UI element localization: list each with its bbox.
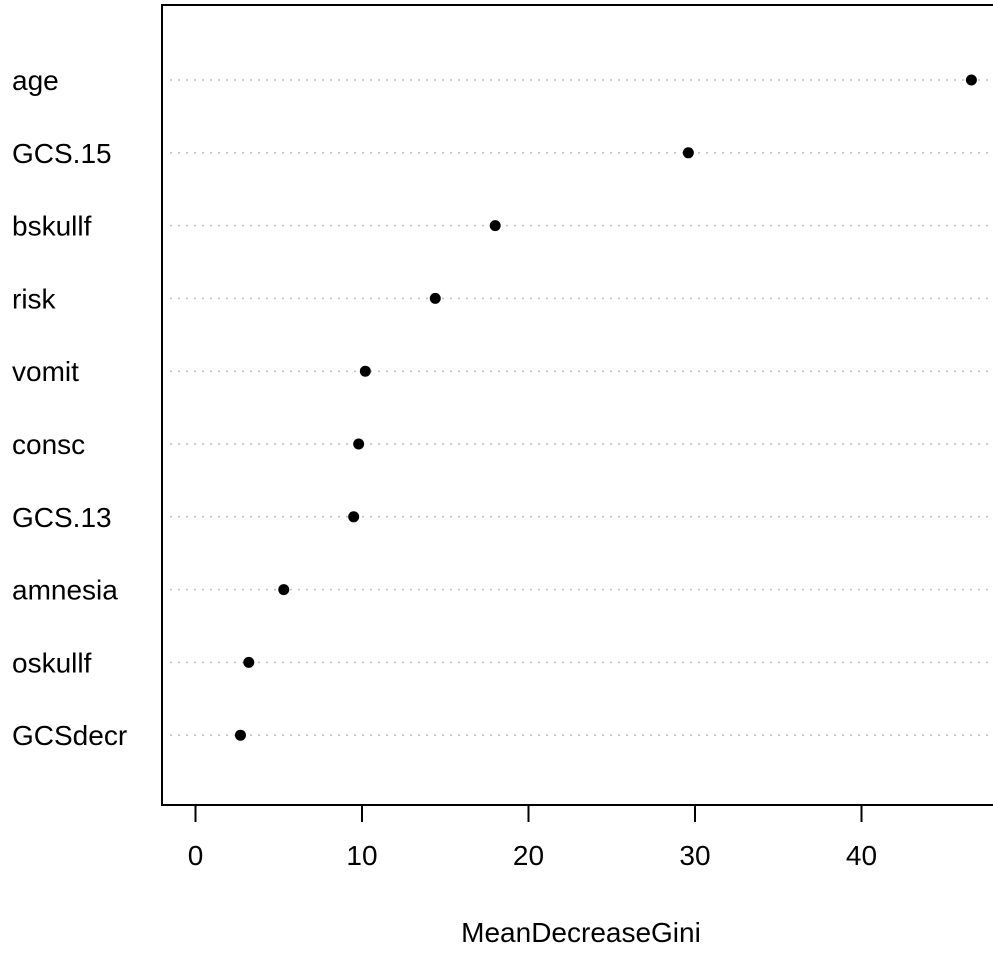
x-tick-label: 40 bbox=[846, 840, 877, 871]
plot-frame bbox=[161, 4, 993, 806]
category-label: vomit bbox=[12, 356, 79, 387]
data-point-bskullf bbox=[489, 220, 501, 232]
data-point-gcs-15 bbox=[682, 147, 694, 159]
category-label: GCS.13 bbox=[12, 502, 112, 533]
category-label: amnesia bbox=[12, 575, 118, 606]
category-label: age bbox=[12, 65, 59, 96]
category-label: risk bbox=[12, 283, 57, 314]
data-point-risk bbox=[429, 292, 441, 304]
x-axis: 0 10 20 30 40 bbox=[188, 804, 877, 871]
category-label: GCSdecr bbox=[12, 720, 127, 751]
x-tick-label: 10 bbox=[346, 840, 377, 871]
data-point-consc bbox=[353, 438, 365, 450]
category-label: consc bbox=[12, 429, 85, 460]
data-point-gcsdecr bbox=[234, 729, 246, 741]
data-point-oskullf bbox=[243, 656, 255, 668]
x-tick-label: 0 bbox=[188, 840, 204, 871]
category-label: oskullf bbox=[12, 647, 92, 678]
guide-lines bbox=[170, 79, 993, 736]
data-point-gcs-13 bbox=[348, 511, 360, 523]
data-point-vomit bbox=[359, 365, 371, 377]
data-point-age bbox=[965, 74, 977, 86]
category-labels: age GCS.15 bskullf risk vomit consc GCS.13 amne… bbox=[12, 65, 127, 751]
category-label: bskullf bbox=[12, 211, 92, 242]
category-label: GCS.15 bbox=[12, 138, 112, 169]
data-points bbox=[234, 74, 977, 741]
x-tick-label: 30 bbox=[679, 840, 710, 871]
x-tick-label: 20 bbox=[513, 840, 544, 871]
x-axis-label: MeanDecreaseGini bbox=[461, 917, 701, 948]
data-point-amnesia bbox=[278, 584, 290, 596]
